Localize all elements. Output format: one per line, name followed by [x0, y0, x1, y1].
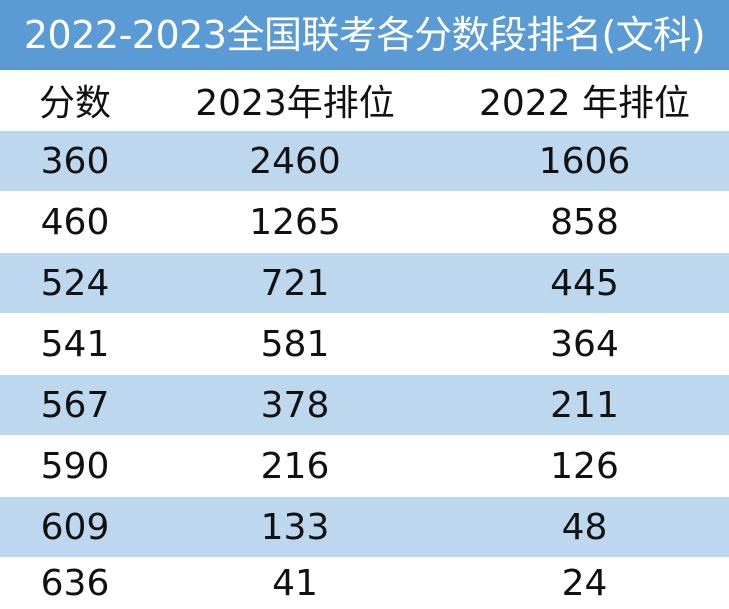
- table-row: 590 216 126: [0, 436, 729, 497]
- rank-2023-cell: 581: [150, 314, 440, 375]
- rank-2023-cell: 2460: [150, 131, 440, 192]
- table-title: 2022-2023全国联考各分数段排名(文科): [0, 0, 729, 70]
- header-rank-2022: 2022 年排位: [440, 70, 729, 131]
- table-row: 524 721 445: [0, 253, 729, 314]
- rank-2022-cell: 445: [440, 253, 729, 314]
- score-cell: 460: [0, 192, 150, 253]
- score-cell: 567: [0, 375, 150, 436]
- rank-2022-cell: 364: [440, 314, 729, 375]
- score-cell: 524: [0, 253, 150, 314]
- table-row: 636 41 24: [0, 558, 729, 609]
- rank-2022-cell: 48: [440, 497, 729, 558]
- score-cell: 609: [0, 497, 150, 558]
- table-row: 567 378 211: [0, 375, 729, 436]
- header-score: 分数: [0, 70, 150, 131]
- score-cell: 636: [0, 558, 150, 609]
- rank-2023-cell: 216: [150, 436, 440, 497]
- rank-2022-cell: 211: [440, 375, 729, 436]
- header-rank-2023: 2023年排位: [150, 70, 440, 131]
- rank-2022-cell: 24: [440, 558, 729, 609]
- score-ranking-table: 分数 2023年排位 2022 年排位 360 2460 1606 460 12…: [0, 70, 729, 609]
- score-cell: 360: [0, 131, 150, 192]
- score-cell: 590: [0, 436, 150, 497]
- rank-2023-cell: 721: [150, 253, 440, 314]
- table-row: 360 2460 1606: [0, 131, 729, 192]
- rank-2022-cell: 1606: [440, 131, 729, 192]
- rank-2023-cell: 378: [150, 375, 440, 436]
- rank-2023-cell: 41: [150, 558, 440, 609]
- table-row: 460 1265 858: [0, 192, 729, 253]
- rank-2023-cell: 133: [150, 497, 440, 558]
- rank-2022-cell: 858: [440, 192, 729, 253]
- rank-2023-cell: 1265: [150, 192, 440, 253]
- table-row: 609 133 48: [0, 497, 729, 558]
- rank-2022-cell: 126: [440, 436, 729, 497]
- table-row: 541 581 364: [0, 314, 729, 375]
- score-cell: 541: [0, 314, 150, 375]
- header-row: 分数 2023年排位 2022 年排位: [0, 70, 729, 131]
